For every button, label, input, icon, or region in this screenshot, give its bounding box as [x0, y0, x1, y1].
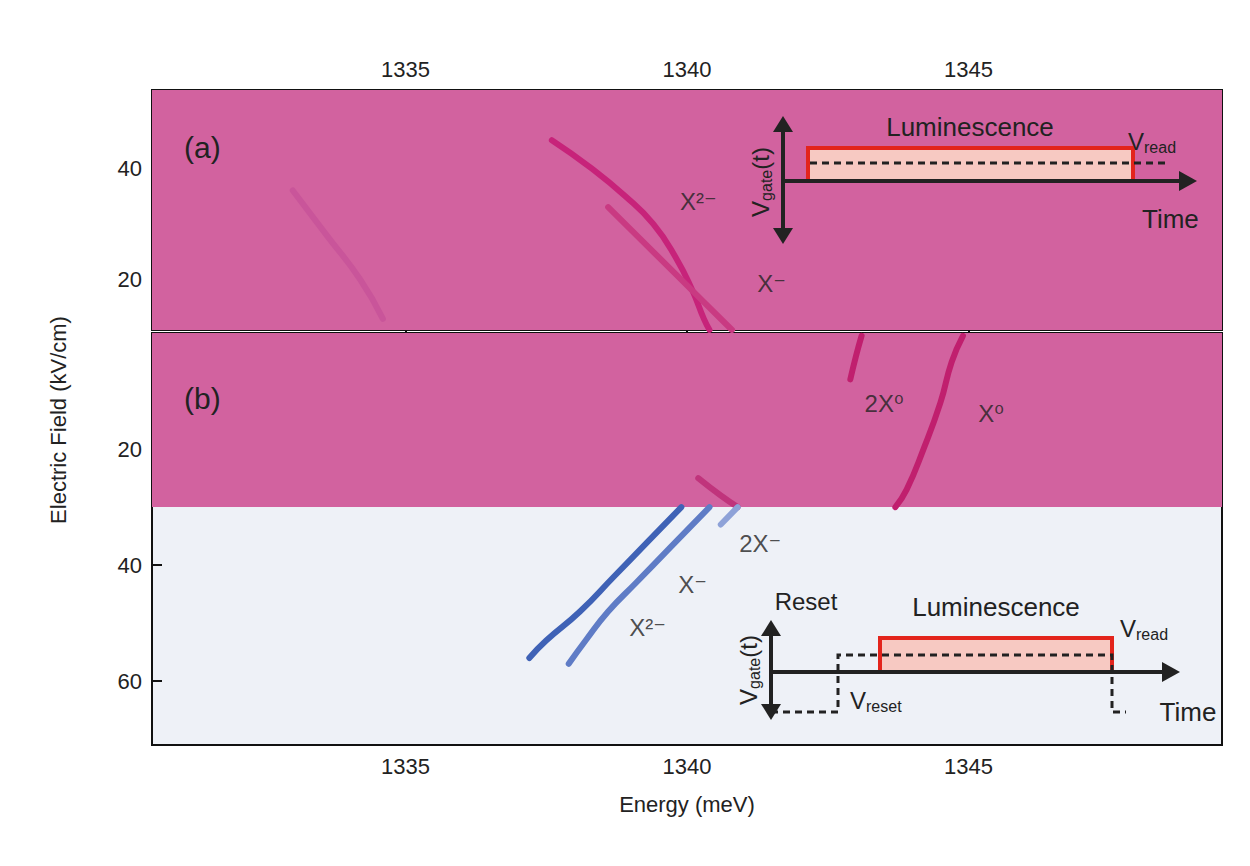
svg-text:1345: 1345 — [944, 57, 993, 82]
svg-text:(t): (t) — [747, 147, 774, 170]
svg-text:gate: gate — [758, 170, 775, 201]
svg-text:Time: Time — [1142, 204, 1199, 234]
svg-text:reset: reset — [866, 698, 902, 715]
svg-text:V: V — [850, 687, 866, 714]
svg-text:Energy (meV): Energy (meV) — [619, 792, 755, 817]
svg-text:X⁰: X⁰ — [978, 400, 1004, 427]
svg-text:V: V — [1120, 615, 1136, 642]
svg-text:X²⁻: X²⁻ — [680, 188, 717, 215]
svg-text:gate: gate — [746, 658, 763, 689]
svg-text:20: 20 — [118, 437, 142, 462]
svg-text:1335: 1335 — [381, 57, 430, 82]
svg-text:Luminescence: Luminescence — [912, 592, 1080, 622]
svg-text:Electric Field (kV/cm): Electric Field (kV/cm) — [46, 316, 71, 524]
svg-text:1340: 1340 — [663, 754, 712, 779]
svg-text:(a): (a) — [184, 131, 221, 164]
svg-text:1340: 1340 — [663, 57, 712, 82]
svg-text:V: V — [747, 201, 774, 217]
svg-text:(b): (b) — [184, 382, 221, 415]
svg-text:X²⁻: X²⁻ — [629, 614, 666, 641]
svg-text:Reset: Reset — [775, 588, 838, 615]
svg-text:(t): (t) — [735, 635, 762, 658]
svg-text:read: read — [1136, 626, 1168, 643]
svg-text:40: 40 — [118, 553, 142, 578]
svg-text:Luminescence: Luminescence — [886, 112, 1054, 142]
svg-text:read: read — [1144, 139, 1176, 156]
svg-text:60: 60 — [118, 669, 142, 694]
svg-text:V: V — [735, 689, 762, 705]
svg-text:1335: 1335 — [381, 754, 430, 779]
svg-text:X⁻: X⁻ — [678, 571, 707, 598]
svg-text:20: 20 — [118, 267, 142, 292]
svg-text:V: V — [1128, 128, 1144, 155]
svg-text:Time: Time — [1160, 697, 1217, 727]
svg-text:2X⁻: 2X⁻ — [739, 530, 781, 557]
svg-text:1345: 1345 — [944, 754, 993, 779]
svg-text:40: 40 — [118, 156, 142, 181]
svg-text:X⁻: X⁻ — [757, 270, 786, 297]
svg-text:2X⁰: 2X⁰ — [865, 390, 904, 417]
